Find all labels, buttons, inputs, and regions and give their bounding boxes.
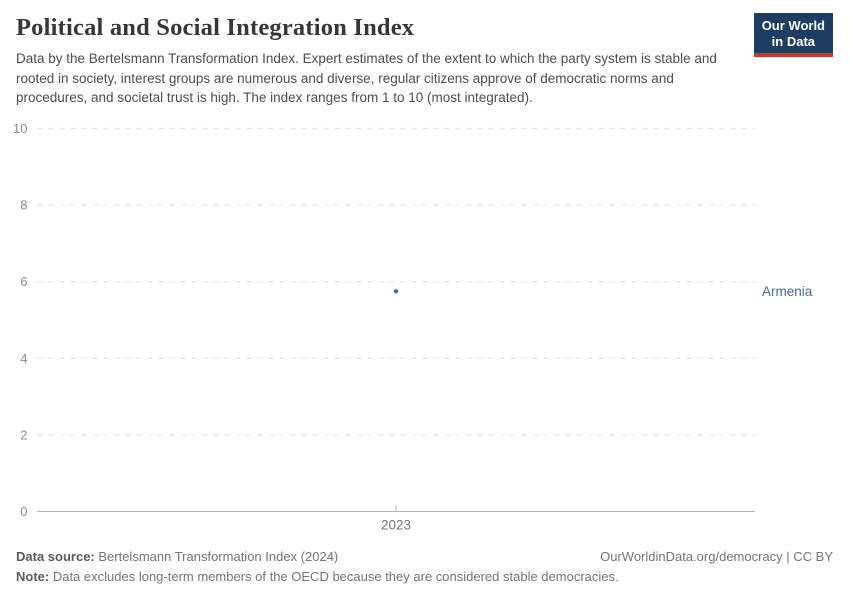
note-line: Note: Data excludes long-term members of… <box>16 569 619 584</box>
note-label: Note: <box>16 569 50 584</box>
chart-footer: Data source: Bertelsmann Transformation … <box>16 547 833 587</box>
y-tick-label: 6 <box>20 274 27 289</box>
y-tick-label: 2 <box>20 427 27 442</box>
data-point[interactable] <box>393 289 399 294</box>
note-value: Data excludes long-term members of the O… <box>49 569 619 584</box>
entity-label[interactable]: Armenia <box>762 284 813 299</box>
chart-plot-area[interactable]: 0 2 4 6 8 10 2023 Armenia <box>0 115 850 545</box>
y-tick-label: 0 <box>20 504 27 519</box>
y-tick-label: 4 <box>20 351 27 366</box>
data-source-line: Data source: Bertelsmann Transformation … <box>16 547 338 567</box>
y-tick-label: 10 <box>13 121 27 136</box>
owid-logo-line1: Our World <box>761 18 825 33</box>
data-source-label: Data source: <box>16 549 95 564</box>
x-tick-label: 2023 <box>381 518 411 533</box>
chart-title: Political and Social Integration Index <box>16 14 415 41</box>
owid-logo[interactable]: Our World in Data <box>753 13 833 58</box>
y-tick-label: 8 <box>20 198 27 213</box>
data-source-value: Bertelsmann Transformation Index (2024) <box>94 549 339 564</box>
credit-link[interactable]: OurWorldinData.org/democracy | CC BY <box>600 549 833 564</box>
owid-logo-line2: in Data <box>771 33 816 49</box>
chart-subtitle: Data by the Bertelsmann Transformation I… <box>16 51 717 105</box>
